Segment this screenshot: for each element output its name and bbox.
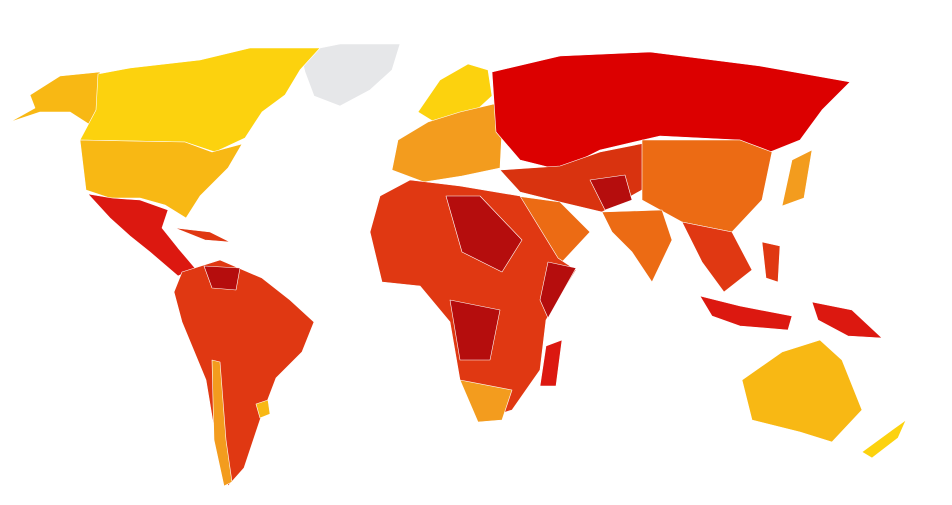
country-region bbox=[601, 209, 673, 283]
country-region bbox=[761, 241, 781, 283]
country-region bbox=[641, 139, 773, 233]
country-region bbox=[459, 379, 513, 423]
country-region bbox=[699, 295, 793, 331]
country-region bbox=[539, 261, 577, 319]
country-region bbox=[811, 301, 883, 339]
country-region bbox=[79, 139, 243, 219]
country-region bbox=[255, 399, 271, 419]
country-region bbox=[211, 359, 233, 487]
country-region bbox=[87, 193, 196, 277]
country-region bbox=[173, 259, 315, 487]
country-region bbox=[681, 221, 753, 293]
country-region bbox=[79, 47, 321, 153]
country-region bbox=[539, 339, 563, 387]
country-region bbox=[9, 71, 101, 131]
country-region bbox=[299, 43, 401, 107]
country-region bbox=[861, 419, 907, 459]
country-region bbox=[781, 149, 813, 207]
country-region bbox=[589, 174, 633, 211]
country-region bbox=[369, 179, 577, 421]
country-region bbox=[449, 299, 501, 361]
country-region bbox=[445, 195, 523, 273]
country-region bbox=[174, 227, 231, 243]
country-region bbox=[741, 339, 863, 443]
country-region bbox=[203, 265, 241, 291]
